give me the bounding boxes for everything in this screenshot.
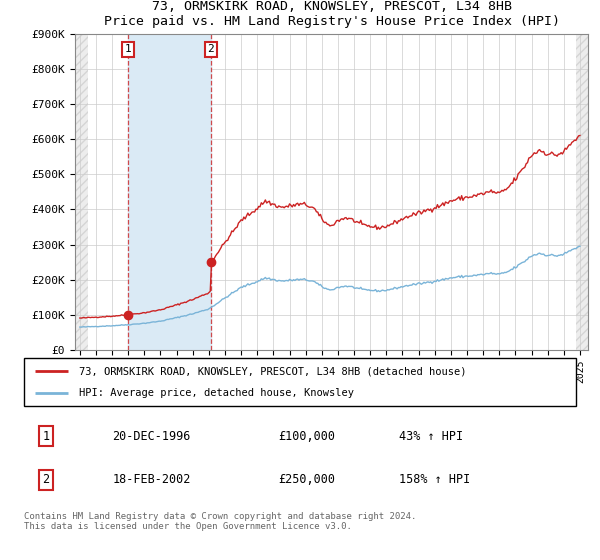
Text: £100,000: £100,000: [278, 430, 335, 443]
Text: 43% ↑ HPI: 43% ↑ HPI: [400, 430, 463, 443]
Title: 73, ORMSKIRK ROAD, KNOWSLEY, PRESCOT, L34 8HB
Price paid vs. HM Land Registry's : 73, ORMSKIRK ROAD, KNOWSLEY, PRESCOT, L3…: [104, 0, 560, 28]
Text: 1: 1: [43, 430, 50, 443]
Text: £250,000: £250,000: [278, 473, 335, 486]
Bar: [576, 34, 588, 350]
FancyBboxPatch shape: [24, 358, 576, 406]
Text: 1: 1: [124, 44, 131, 54]
Text: 158% ↑ HPI: 158% ↑ HPI: [400, 473, 470, 486]
Bar: [128, 34, 211, 350]
Text: 2: 2: [43, 473, 50, 486]
Text: HPI: Average price, detached house, Knowsley: HPI: Average price, detached house, Know…: [79, 388, 354, 398]
Text: 2: 2: [208, 44, 214, 54]
Text: 18-FEB-2002: 18-FEB-2002: [112, 473, 191, 486]
Text: 20-DEC-1996: 20-DEC-1996: [112, 430, 191, 443]
Bar: [75, 34, 88, 350]
Text: 73, ORMSKIRK ROAD, KNOWSLEY, PRESCOT, L34 8HB (detached house): 73, ORMSKIRK ROAD, KNOWSLEY, PRESCOT, L3…: [79, 366, 467, 376]
Text: Contains HM Land Registry data © Crown copyright and database right 2024.
This d: Contains HM Land Registry data © Crown c…: [24, 512, 416, 531]
